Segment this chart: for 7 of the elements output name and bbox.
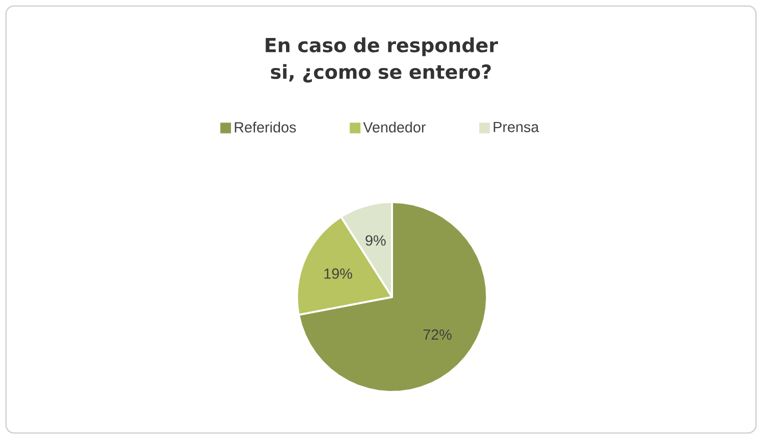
chart-title: En caso de responder si, ¿como se entero?	[266, 37, 498, 83]
legend-label: Prensa	[494, 122, 540, 132]
data-label: 9%	[366, 235, 386, 246]
data-label: 72%	[423, 329, 452, 340]
data-label: 19%	[324, 268, 352, 279]
legend-label: Vendedor	[363, 122, 426, 132]
legend-label: Referidos	[234, 122, 296, 132]
